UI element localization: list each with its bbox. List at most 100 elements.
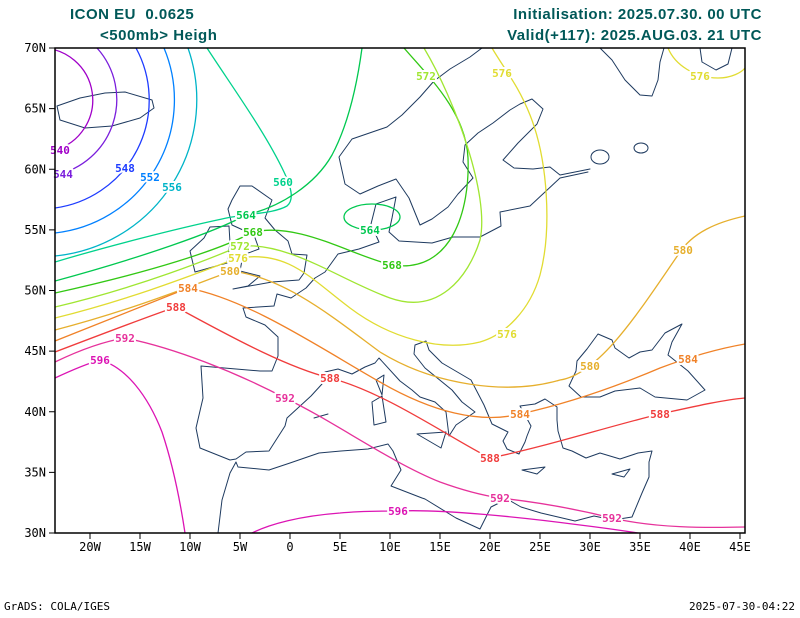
contour-label-592: 592 [602,512,622,525]
y-tick-label: 45N [24,344,46,358]
contour-556 [55,48,198,257]
coastline-sicily [416,431,447,449]
contour-label-564: 564 [360,224,380,237]
contour-label-544: 544 [53,168,73,181]
latitude-axis: 70N 65N 60N 55N 50N 45N 40N 35N 30N [24,41,55,540]
contour-564 [55,48,363,282]
contour-596-south [251,510,639,533]
contour-label-592: 592 [115,332,135,345]
field-title: <500mb> Heigh [100,27,218,44]
y-tick-label: 70N [24,41,46,55]
contour-label-576: 576 [492,67,512,80]
x-tick-label: 0 [286,540,293,554]
contour-label-584: 584 [678,353,698,366]
contour-label-548: 548 [115,162,135,175]
contour-label-584: 584 [178,282,198,295]
x-tick-label: 20E [479,540,501,554]
x-tick-label: 15E [429,540,451,554]
model-title: ICON EU 0.0625 [70,6,195,23]
x-tick-label: 5W [233,540,248,554]
contour-label-572: 572 [230,240,250,253]
x-tick-label: 25E [529,540,551,554]
coastline-sardinia [371,395,387,426]
y-tick-label: 40N [24,405,46,419]
contour-588 [55,306,745,459]
y-tick-label: 30N [24,526,46,540]
x-tick-label: 10E [379,540,401,554]
init-time: Initialisation: 2025.07.30. 00 UTC [513,6,762,23]
x-tick-label: 45E [729,540,751,554]
coastline-black-sea [568,323,706,401]
contour-label-540: 540 [50,144,70,157]
x-tick-label: 5E [333,540,347,554]
contour-label-568: 568 [382,259,402,272]
contour-584 [55,287,745,419]
contour-560 [55,48,292,263]
y-tick-label: 50N [24,284,46,298]
contour-lines [55,48,745,533]
contour-label-552: 552 [140,171,160,184]
contour-label-580: 580 [580,360,600,373]
lake-onega [633,142,649,154]
coastline-mainland [195,171,653,533]
lake-ladoga [590,149,610,165]
contour-label-564: 564 [236,209,256,222]
contour-label-568: 568 [243,226,263,239]
contour-label-580: 580 [673,244,693,257]
contour-label-592: 592 [275,392,295,405]
contour-label-556: 556 [162,181,182,194]
contour-label-596: 596 [388,505,408,518]
creation-timestamp: 2025-07-30-04:22 [689,600,795,613]
coastline-crete [521,466,546,475]
x-tick-label: 30E [579,540,601,554]
contour-label-560: 560 [273,176,293,189]
coastline-scandinavia [338,48,591,226]
contour-label-588: 588 [320,372,340,385]
x-tick-label: 20W [79,540,101,554]
coastline-balearics [313,413,329,419]
contour-548 [55,48,150,209]
contour-576-northeast [667,48,745,79]
coastline-britain [227,185,308,290]
coastline-cyprus [611,468,631,478]
contour-544 [55,48,118,176]
contour-label-592: 592 [490,492,510,505]
contour-596-west [55,359,186,533]
contour-label-588: 588 [166,301,186,314]
contour-label-576: 576 [690,70,710,83]
contour-552 [55,48,175,234]
y-tick-label: 60N [24,162,46,176]
contour-label-596: 596 [90,354,110,367]
x-tick-label: 10W [179,540,201,554]
valid-time: Valid(+117): 2025.AUG.03. 21 UTC [507,27,762,44]
contour-564-closed [343,203,401,231]
contour-572 [55,48,483,308]
contour-label-576: 576 [228,252,248,265]
contour-540 [55,49,94,151]
contour-label-580: 580 [220,265,240,278]
coastline-corsica [375,374,385,396]
contour-592 [55,337,745,529]
y-tick-label: 35N [24,465,46,479]
y-tick-label: 65N [24,102,46,116]
y-tick-label: 55N [24,223,46,237]
coastlines [56,48,733,533]
contour-label-588: 588 [480,452,500,465]
contour-580 [55,215,745,388]
contour-576 [55,48,548,346]
x-tick-label: 35E [629,540,651,554]
x-tick-label: 40E [679,540,701,554]
coastline-iceland [56,91,155,129]
contour-label-572: 572 [416,70,436,83]
contour-label-576: 576 [497,328,517,341]
x-tick-label: 15W [129,540,151,554]
longitude-axis: 20W 15W 10W 5W 0 5E 10E 15E 20E 25E 30E 35E 40E 45E [79,533,751,554]
contour-label-584: 584 [510,408,530,421]
coastline-white-sea [599,48,665,97]
coastline-kanin [699,48,733,71]
grads-credit: GrADS: COLA/IGES [4,600,110,613]
contour-label-588: 588 [650,408,670,421]
